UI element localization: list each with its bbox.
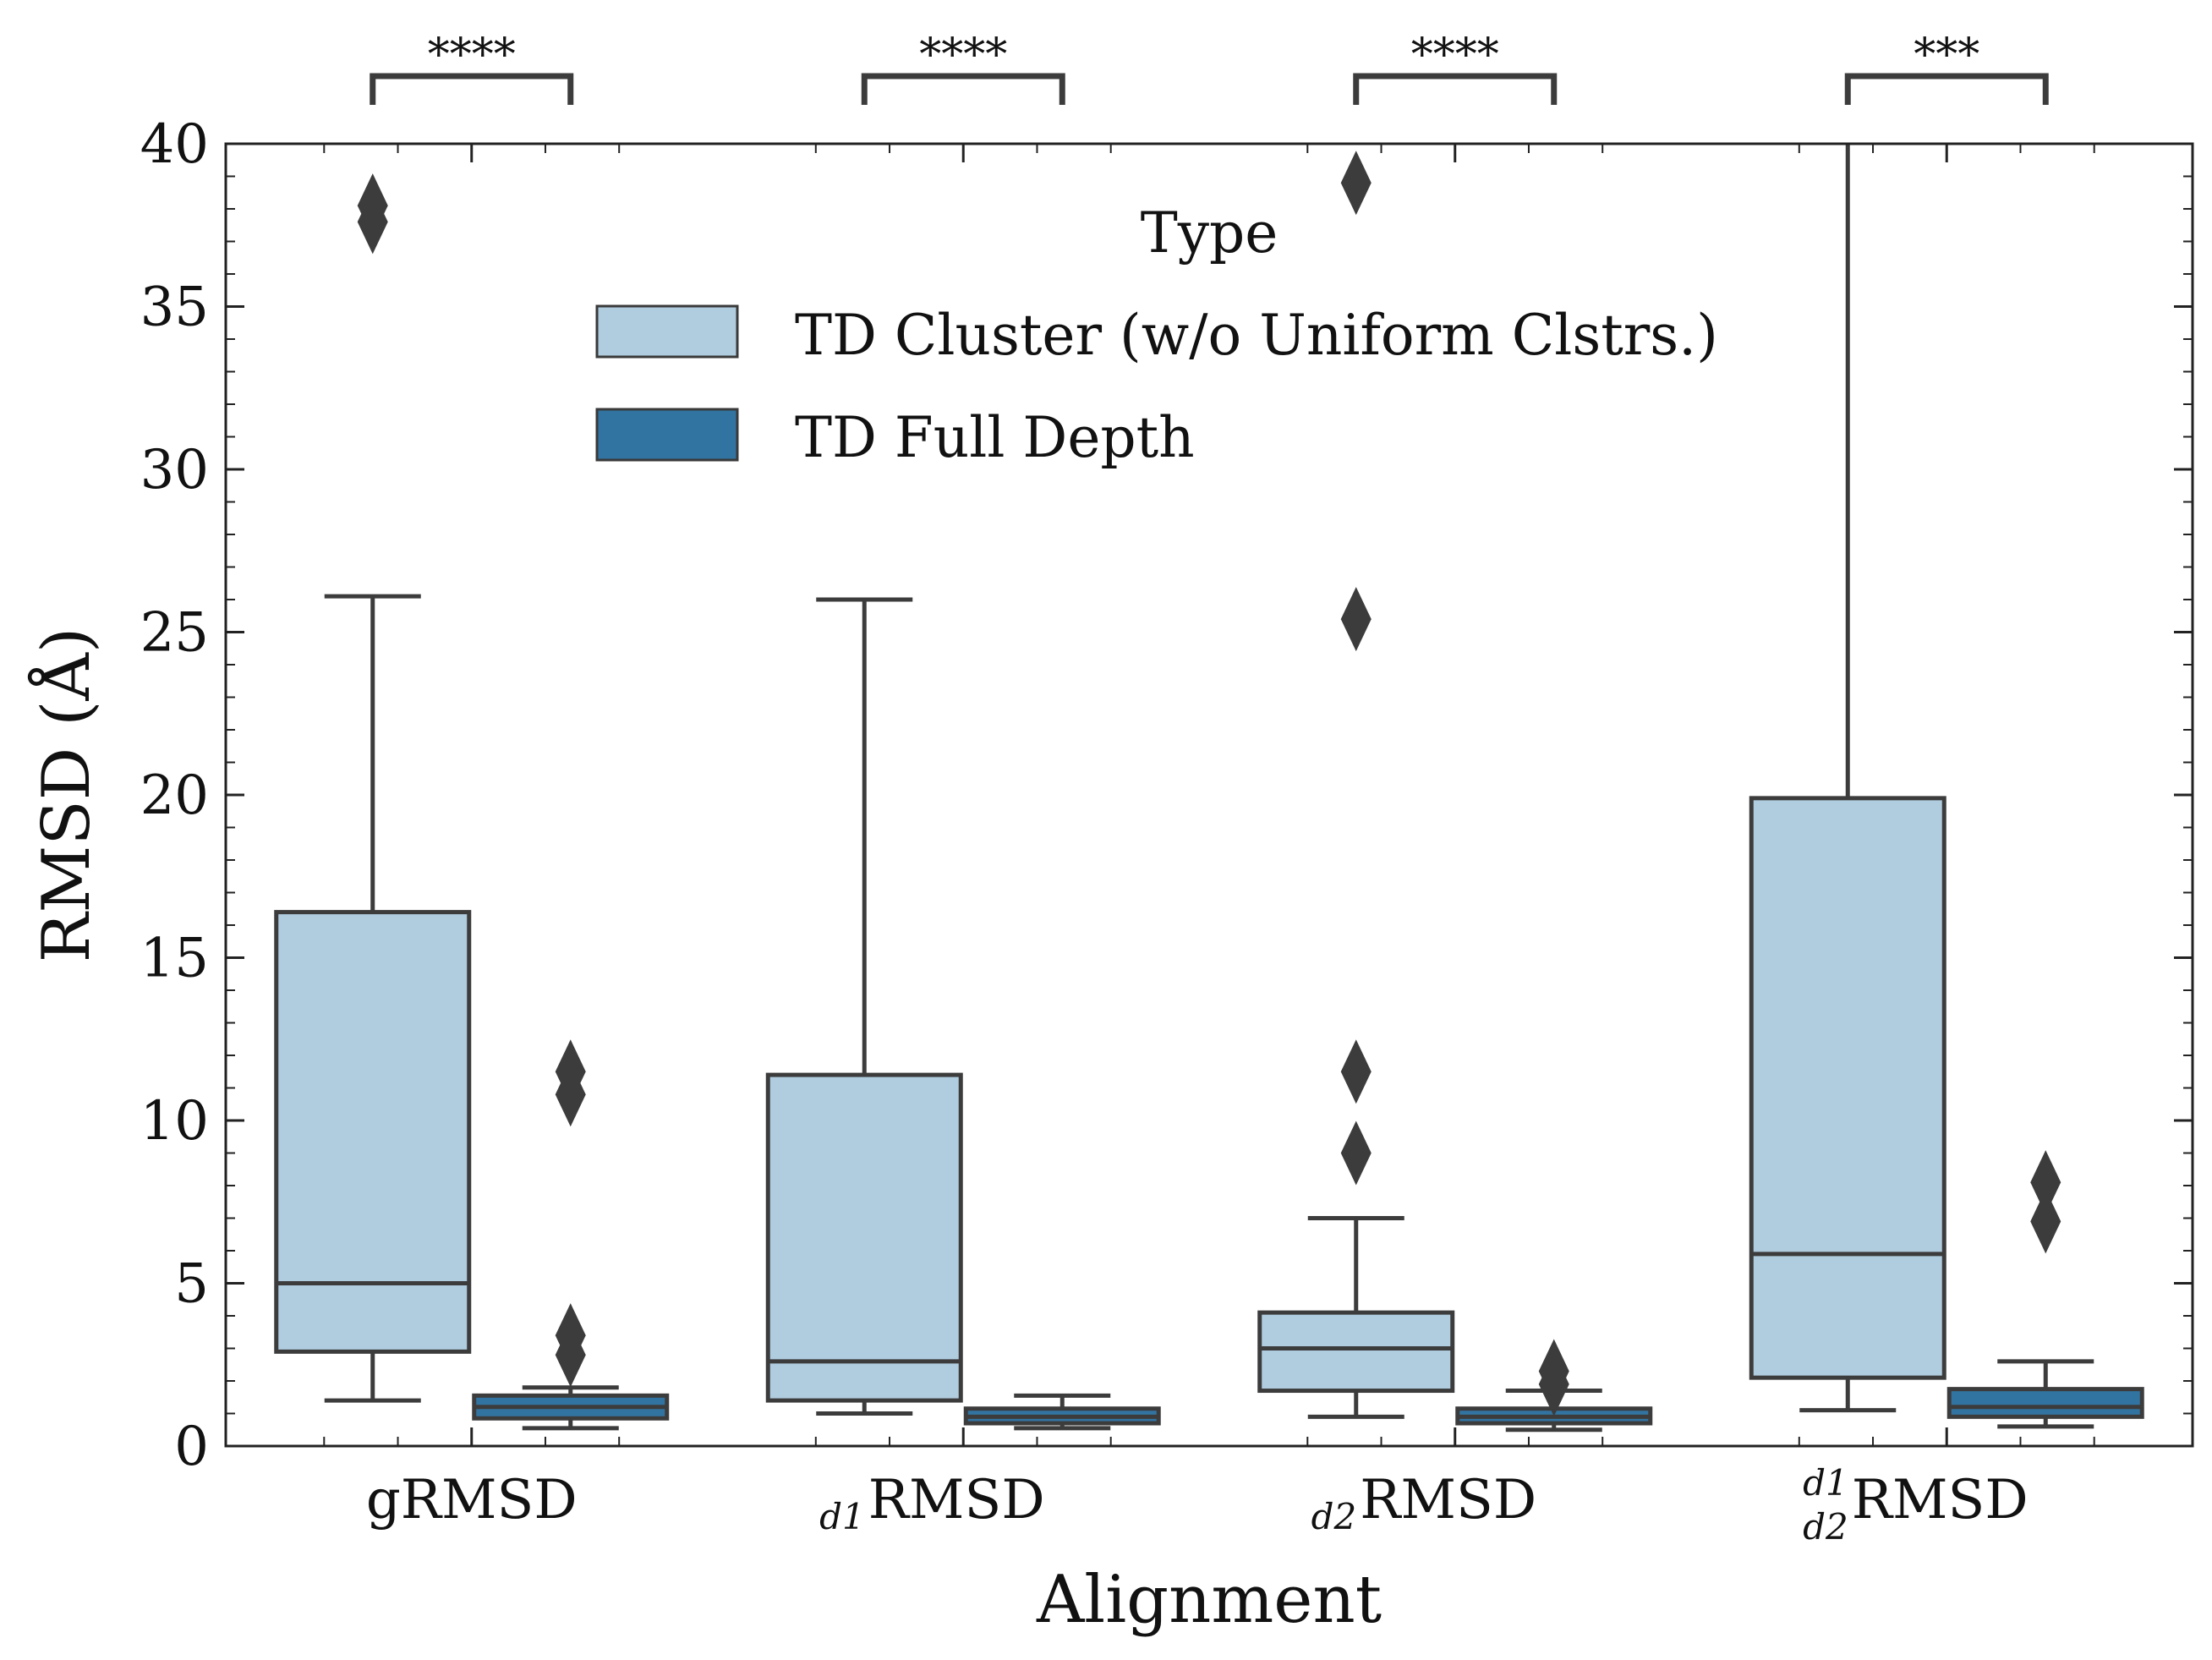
- significance-label: ***: [1914, 30, 1979, 80]
- significance-bracket: [861, 73, 1065, 105]
- box-group: [472, 1039, 670, 1431]
- box-groups: [274, 144, 2144, 1433]
- box-group: [963, 1393, 1161, 1431]
- outlier-marker: [1340, 1120, 1372, 1186]
- x-category-superscript: d1: [1803, 1462, 1848, 1504]
- x-category-label: RMSD: [1360, 1469, 1536, 1531]
- box-group: [274, 173, 472, 1403]
- y-axis-label: RMSD (Å): [27, 627, 105, 963]
- legend-label-full-depth: TD Full Depth: [795, 405, 1195, 470]
- outlier-marker: [1340, 587, 1372, 652]
- y-tick-label: 40: [140, 113, 209, 176]
- significance-bracket: [370, 73, 574, 105]
- significance-bracket: [1844, 73, 2049, 105]
- box: [1946, 1387, 2144, 1419]
- y-tick-label: 30: [140, 439, 209, 501]
- significance-label: ****: [428, 30, 516, 80]
- y-tick-label: 0: [174, 1416, 209, 1478]
- outlier-marker: [1538, 1339, 1569, 1404]
- legend: Type TD Cluster (w/o Uniform Clstrs.) TD…: [595, 200, 1718, 470]
- box-group: [1946, 1150, 2144, 1429]
- y-tick-label: 5: [174, 1253, 209, 1316]
- y-tick-label: 15: [140, 928, 209, 990]
- x-axis-label: Alignment: [1036, 1562, 1382, 1638]
- y-tick-label: 25: [140, 602, 209, 665]
- outlier-marker: [555, 1303, 586, 1368]
- x-category-label: gRMSD: [366, 1469, 578, 1531]
- box: [765, 1072, 963, 1403]
- box: [1257, 1310, 1455, 1394]
- box-group: [1455, 1339, 1653, 1433]
- outlier-marker: [1340, 151, 1372, 216]
- box-group: [1257, 151, 1455, 1419]
- outlier-marker: [555, 1039, 586, 1104]
- legend-swatch-full-depth: [595, 408, 739, 462]
- x-category-label: RMSD: [868, 1469, 1045, 1531]
- x-category-label: RMSD: [1852, 1469, 2029, 1531]
- x-category-subscript: d1: [819, 1496, 865, 1537]
- y-tick-label: 35: [140, 277, 209, 339]
- outlier-marker: [2030, 1150, 2061, 1215]
- outlier-marker: [1340, 1039, 1372, 1104]
- box: [1749, 796, 1946, 1380]
- outlier-marker: [357, 173, 388, 238]
- significance-bracket: [1353, 73, 1558, 105]
- significance-label: ****: [919, 30, 1007, 80]
- x-category-subscript: d2: [1311, 1496, 1357, 1537]
- significance-brackets: **** **** **** ***: [370, 30, 2049, 105]
- box-group: [1749, 144, 1946, 1413]
- y-tick-label: 20: [140, 764, 209, 827]
- y-tick-label: 10: [140, 1090, 209, 1153]
- legend-label-cluster: TD Cluster (w/o Uniform Clstrs.): [795, 303, 1718, 368]
- box: [274, 910, 472, 1354]
- legend-title: Type: [1141, 200, 1278, 266]
- legend-swatch-cluster: [595, 304, 739, 359]
- x-category-subscript: d2: [1803, 1506, 1848, 1548]
- box-group: [765, 597, 963, 1416]
- significance-label: ****: [1411, 30, 1499, 80]
- y-axis: 0 5 10 15 20 25 30 35 40: [140, 113, 2193, 1478]
- outlier-marker: [2030, 1189, 2061, 1254]
